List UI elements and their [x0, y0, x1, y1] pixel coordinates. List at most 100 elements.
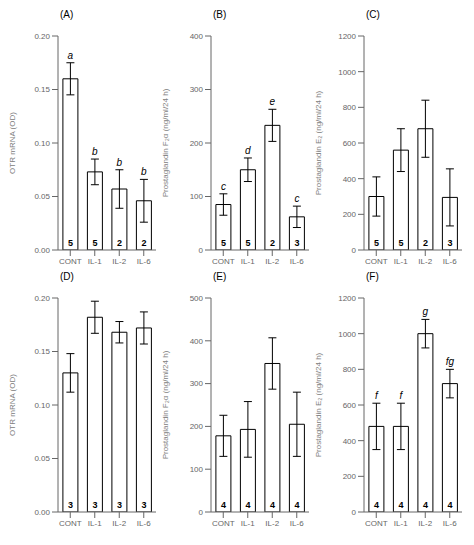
- svg-text:500: 500: [190, 294, 204, 303]
- svg-text:5: 5: [92, 238, 97, 248]
- svg-text:2: 2: [423, 238, 428, 248]
- svg-text:4: 4: [423, 500, 428, 510]
- svg-text:e: e: [270, 96, 276, 107]
- svg-text:800: 800: [343, 103, 357, 112]
- svg-text:200: 200: [343, 472, 357, 481]
- svg-text:b: b: [141, 166, 147, 177]
- svg-text:0: 0: [199, 246, 204, 255]
- svg-text:1200: 1200: [338, 294, 356, 303]
- svg-text:a: a: [68, 50, 74, 61]
- svg-text:600: 600: [343, 139, 357, 148]
- svg-text:4: 4: [447, 500, 452, 510]
- svg-text:IL-2: IL-2: [418, 257, 432, 266]
- svg-text:1200: 1200: [338, 32, 356, 41]
- svg-text:100: 100: [190, 192, 204, 201]
- svg-text:3: 3: [117, 500, 122, 510]
- svg-text:2: 2: [117, 238, 122, 248]
- svg-text:5: 5: [221, 238, 226, 248]
- svg-text:0.20: 0.20: [34, 32, 50, 41]
- svg-text:100: 100: [190, 465, 204, 474]
- svg-text:4: 4: [270, 500, 275, 510]
- svg-text:5: 5: [245, 238, 250, 248]
- svg-text:0.05: 0.05: [34, 454, 50, 463]
- svg-text:IL-1: IL-1: [88, 257, 102, 266]
- svg-text:Prostaglandin E₂ (ng/ml/24 h): Prostaglandin E₂ (ng/ml/24 h): [314, 90, 323, 195]
- svg-text:1000: 1000: [338, 330, 356, 339]
- svg-text:IL-2: IL-2: [112, 257, 126, 266]
- svg-text:CONT: CONT: [365, 257, 388, 266]
- svg-text:d: d: [245, 145, 251, 156]
- svg-text:g: g: [423, 306, 429, 317]
- svg-text:0.15: 0.15: [34, 85, 50, 94]
- svg-text:f: f: [400, 390, 404, 401]
- svg-text:b: b: [92, 146, 98, 157]
- svg-text:IL-6: IL-6: [290, 519, 304, 528]
- svg-text:IL-6: IL-6: [137, 519, 151, 528]
- svg-text:0.20: 0.20: [34, 294, 50, 303]
- svg-text:400: 400: [190, 32, 204, 41]
- svg-text:5: 5: [398, 238, 403, 248]
- svg-text:3: 3: [294, 238, 299, 248]
- svg-text:3: 3: [92, 500, 97, 510]
- svg-text:300: 300: [190, 85, 204, 94]
- svg-text:OTR mRNA (OD): OTR mRNA (OD): [8, 374, 17, 436]
- svg-text:4: 4: [294, 500, 299, 510]
- svg-text:5: 5: [374, 238, 379, 248]
- svg-text:400: 400: [343, 175, 357, 184]
- svg-text:fg: fg: [446, 356, 455, 367]
- svg-text:b: b: [117, 157, 123, 168]
- svg-text:IL-6: IL-6: [137, 257, 151, 266]
- svg-text:4: 4: [221, 500, 226, 510]
- svg-text:0.00: 0.00: [34, 508, 50, 517]
- svg-text:0.10: 0.10: [34, 139, 50, 148]
- svg-text:IL-1: IL-1: [394, 519, 408, 528]
- svg-text:4: 4: [398, 500, 403, 510]
- svg-text:CONT: CONT: [212, 257, 235, 266]
- svg-text:2: 2: [141, 238, 146, 248]
- svg-text:IL-6: IL-6: [443, 257, 457, 266]
- svg-text:f: f: [375, 390, 379, 401]
- svg-text:IL-1: IL-1: [241, 519, 255, 528]
- svg-text:IL-1: IL-1: [394, 257, 408, 266]
- svg-text:Prostaglandin F₂α (ng/ml/24 h): Prostaglandin F₂α (ng/ml/24 h): [161, 350, 170, 459]
- svg-text:0: 0: [199, 508, 204, 517]
- svg-text:Prostaglandin F₂α (ng/ml/24 h): Prostaglandin F₂α (ng/ml/24 h): [161, 88, 170, 197]
- svg-text:CONT: CONT: [59, 257, 82, 266]
- svg-text:IL-2: IL-2: [265, 257, 279, 266]
- svg-text:0.15: 0.15: [34, 347, 50, 356]
- svg-text:4: 4: [374, 500, 379, 510]
- svg-text:2: 2: [270, 238, 275, 248]
- svg-text:IL-2: IL-2: [418, 519, 432, 528]
- svg-text:4: 4: [245, 500, 250, 510]
- svg-text:3: 3: [68, 500, 73, 510]
- svg-text:CONT: CONT: [212, 519, 235, 528]
- svg-text:0: 0: [352, 246, 357, 255]
- svg-text:IL-6: IL-6: [443, 519, 457, 528]
- svg-text:400: 400: [343, 437, 357, 446]
- svg-text:CONT: CONT: [365, 519, 388, 528]
- svg-text:3: 3: [141, 500, 146, 510]
- svg-text:200: 200: [190, 139, 204, 148]
- svg-text:IL-2: IL-2: [112, 519, 126, 528]
- svg-text:IL-1: IL-1: [88, 519, 102, 528]
- svg-text:IL-6: IL-6: [290, 257, 304, 266]
- svg-text:5: 5: [68, 238, 73, 248]
- svg-text:200: 200: [343, 210, 357, 219]
- svg-text:CONT: CONT: [59, 519, 82, 528]
- svg-text:200: 200: [190, 422, 204, 431]
- svg-text:0.00: 0.00: [34, 246, 50, 255]
- svg-text:300: 300: [190, 379, 204, 388]
- svg-text:c: c: [294, 193, 299, 204]
- svg-text:800: 800: [343, 365, 357, 374]
- svg-text:0: 0: [352, 508, 357, 517]
- svg-text:Prostaglandin E₂ (ng/ml/24 h): Prostaglandin E₂ (ng/ml/24 h): [314, 352, 323, 457]
- svg-text:1000: 1000: [338, 68, 356, 77]
- svg-text:OTR mRNA (OD): OTR mRNA (OD): [8, 112, 17, 174]
- svg-text:600: 600: [343, 401, 357, 410]
- svg-text:0.05: 0.05: [34, 192, 50, 201]
- svg-text:c: c: [221, 181, 226, 192]
- svg-text:3: 3: [447, 238, 452, 248]
- svg-text:IL-2: IL-2: [265, 519, 279, 528]
- svg-text:0.10: 0.10: [34, 401, 50, 410]
- svg-text:400: 400: [190, 337, 204, 346]
